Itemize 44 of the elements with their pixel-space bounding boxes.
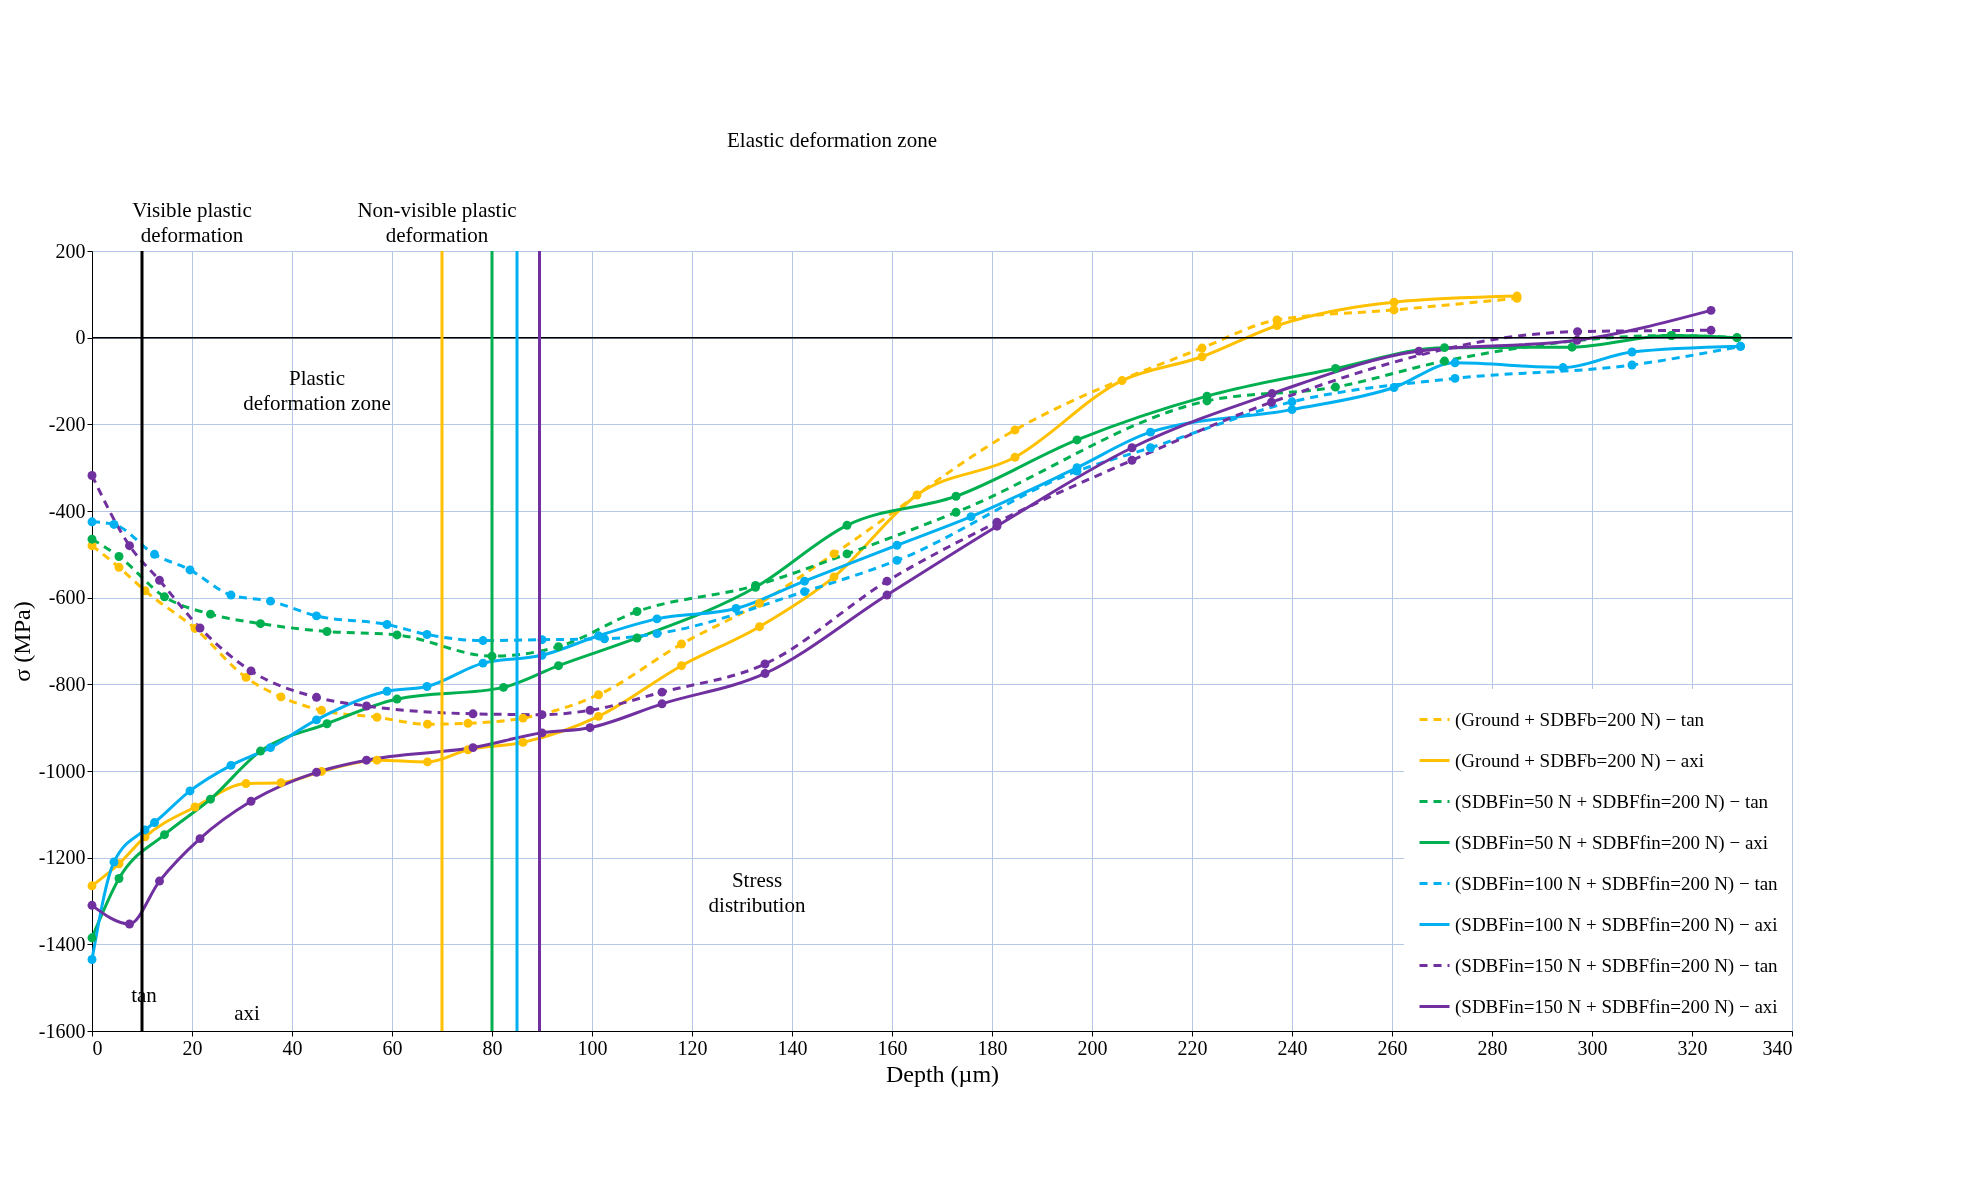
x-tick-label: 80 xyxy=(482,1036,503,1059)
y-tick-label: -400 xyxy=(48,499,86,522)
legend-label: (SDBFin=50 N + SDBFfin=200 N) − tan xyxy=(1455,790,1769,813)
x-tick-label: 160 xyxy=(877,1036,908,1059)
x-tick-label: 200 xyxy=(1077,1036,1108,1059)
annotation: Stress distribution xyxy=(708,868,806,917)
y-tick-label: 200 xyxy=(55,239,86,262)
x-tick-label: 100 xyxy=(577,1036,608,1059)
x-tick-label: 340 xyxy=(1762,1036,1793,1059)
legend-label: (SDBFin=100 N + SDBFfin=200 N) − tan xyxy=(1455,872,1779,895)
text: Visible plastic deformation xyxy=(132,198,252,247)
x-axis-title: Depth (µm) xyxy=(885,1060,1000,1087)
x-tick-label: 180 xyxy=(977,1036,1008,1059)
text: Non-visible plastic deformation xyxy=(357,198,517,247)
y-tick-label: -800 xyxy=(48,672,86,695)
y-tick-label: -600 xyxy=(48,586,86,609)
legend-label: (SDBFin=100 N + SDBFfin=200 N) − axi xyxy=(1455,913,1778,936)
legend-label: (Ground + SDBFb=200 N) − axi xyxy=(1455,749,1705,772)
x-tick-label: 320 xyxy=(1677,1036,1708,1059)
x-tick-label: 0 xyxy=(92,1036,103,1059)
x-tick-label: 40 xyxy=(282,1036,303,1059)
y-tick-label: -1000 xyxy=(38,759,86,782)
y-axis-title: σ (MPa) xyxy=(8,601,35,682)
annotation: axi xyxy=(234,1001,260,1025)
y-tick-label: -1600 xyxy=(38,1019,86,1042)
legend-label: (SDBFin=50 N + SDBFfin=200 N) − axi xyxy=(1455,831,1769,854)
x-tick-label: 300 xyxy=(1577,1036,1608,1059)
x-tick-label: 120 xyxy=(677,1036,708,1059)
y-tick-label: -200 xyxy=(48,412,86,435)
x-tick-label: 260 xyxy=(1377,1036,1408,1059)
x-tick-label: 140 xyxy=(777,1036,808,1059)
x-tick-label: 220 xyxy=(1177,1036,1208,1059)
y-tick-label: 0 xyxy=(75,326,86,349)
legend-label: (Ground + SDBFb=200 N) − tan xyxy=(1455,708,1705,731)
y-tick-label: -1200 xyxy=(38,846,86,869)
legend-label: (SDBFin=150 N + SDBFfin=200 N) − tan xyxy=(1455,954,1779,977)
y-tick-label: -1400 xyxy=(38,932,86,955)
text: Elastic deformation zone xyxy=(727,128,937,152)
legend-label: (SDBFin=150 N + SDBFfin=200 N) − axi xyxy=(1455,995,1778,1018)
x-tick-label: 280 xyxy=(1477,1036,1508,1059)
annotation: Plastic deformation zone xyxy=(243,366,391,415)
x-tick-label: 20 xyxy=(182,1036,203,1059)
x-tick-label: 60 xyxy=(382,1036,403,1059)
x-tick-label: 240 xyxy=(1277,1036,1308,1059)
